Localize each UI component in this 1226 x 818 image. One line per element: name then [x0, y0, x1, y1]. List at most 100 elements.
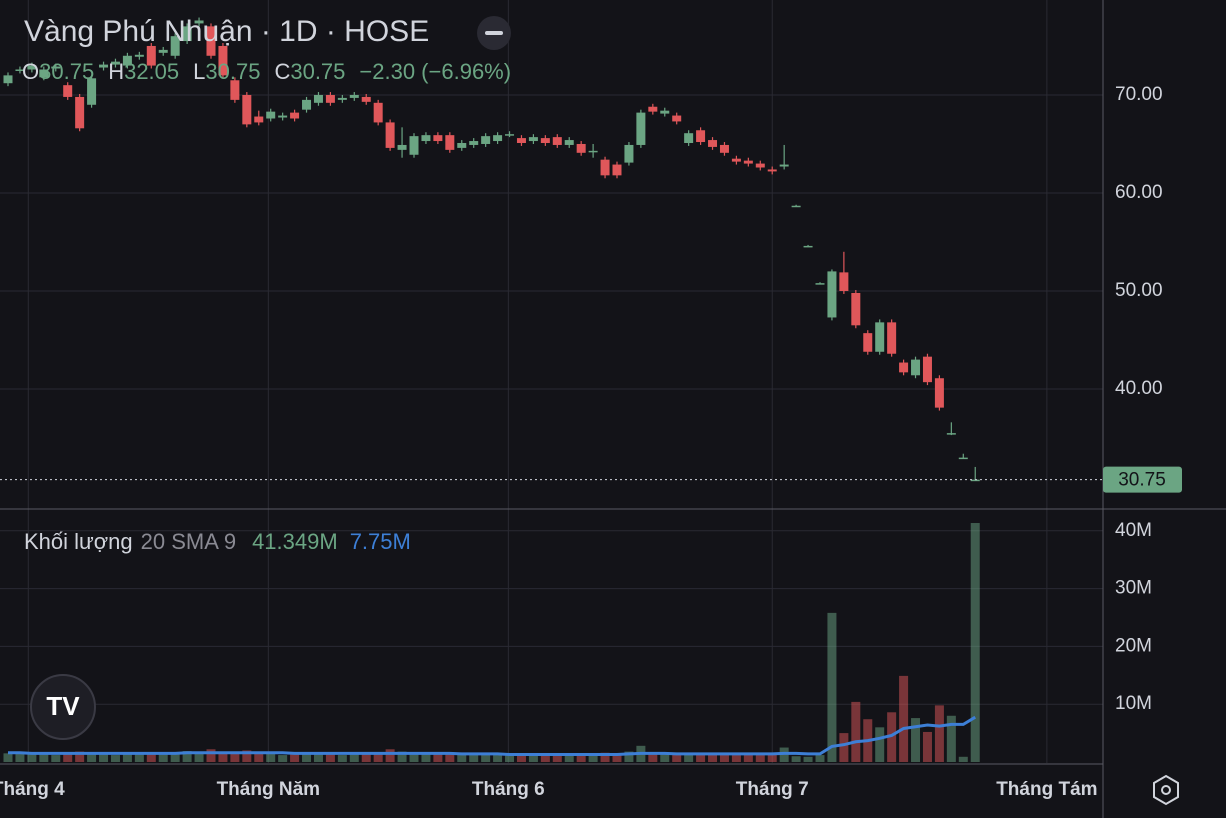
volume-bar	[337, 755, 347, 762]
volume-bar	[827, 612, 837, 762]
candle-body	[385, 122, 395, 148]
volume-bar	[576, 754, 586, 762]
candle-body	[373, 102, 383, 123]
candle-body	[409, 136, 419, 155]
candle-body	[588, 150, 598, 153]
volume-bar	[218, 751, 228, 762]
x-tick-label: Tháng Tám	[996, 779, 1097, 800]
volume-bar	[170, 752, 180, 762]
candle-body	[946, 433, 956, 435]
candle-body	[110, 61, 120, 65]
volume-bar	[99, 754, 109, 762]
price-pane	[3, 17, 980, 482]
candle-body	[755, 163, 765, 168]
settings-icon	[1161, 785, 1171, 795]
volume-bar	[254, 752, 264, 762]
volume-bar	[397, 751, 407, 762]
ohlc-value: 30.75	[205, 59, 260, 84]
ohlc-key: H	[108, 59, 124, 84]
ohlc-value: 32.05	[124, 59, 179, 84]
candle-body	[218, 45, 228, 76]
candle-body	[839, 272, 849, 291]
candle-body	[564, 140, 574, 145]
chart-title: Vàng Phú Nhuận · 1D · HOSE	[24, 15, 429, 48]
volume-bar	[230, 753, 240, 762]
volume-bar	[719, 753, 729, 762]
grid	[0, 0, 1103, 763]
y-tick-label: 60.00	[1115, 182, 1163, 203]
candle-body	[887, 322, 897, 354]
volume-bar	[158, 753, 168, 762]
volume-bar	[731, 755, 741, 762]
candle-body	[433, 135, 443, 142]
volume-bar	[146, 752, 156, 762]
y2-tick-label: 20M	[1115, 635, 1152, 656]
candle-body	[242, 94, 252, 125]
candle-body	[457, 143, 467, 148]
volume-bar	[87, 753, 97, 762]
candle-body	[469, 141, 479, 145]
candle-body	[445, 135, 455, 150]
volume-bar	[122, 754, 132, 762]
candle-body	[75, 96, 85, 129]
volume-bar	[290, 754, 300, 762]
volume-bar	[110, 755, 120, 762]
volume-bar	[409, 753, 419, 762]
volume-bar	[564, 755, 574, 762]
volume-header-text: Khối lượng 20 SMA 9 41.349M 7.75M	[24, 529, 411, 554]
candle-body	[421, 135, 431, 142]
volume-bar	[600, 752, 610, 762]
volume-study: 20 SMA 9	[141, 529, 236, 554]
x-tick-label: Tháng Năm	[217, 779, 320, 800]
volume-bar	[493, 755, 503, 762]
logo[interactable]	[30, 674, 96, 740]
candle-body	[313, 94, 323, 103]
candle-body	[708, 140, 718, 147]
ohlc-header: O30.75 H32.05 L30.75 C30.75 −2.30 (−6.96%)	[22, 59, 511, 84]
ohlc-key: O	[22, 59, 39, 84]
candle-body	[791, 205, 801, 208]
candle-body	[99, 64, 109, 68]
candle-body	[528, 137, 538, 142]
candle-body	[540, 138, 550, 144]
candle-body	[516, 138, 526, 144]
candle-body	[576, 143, 586, 153]
candle-body	[696, 130, 706, 143]
candle-body	[803, 245, 813, 248]
candle-body	[361, 96, 371, 102]
settings-button[interactable]	[1153, 774, 1179, 806]
candle-body	[970, 479, 980, 482]
volume-bar	[887, 712, 897, 762]
ohlc-value: 30.75	[39, 59, 94, 84]
candle-body	[194, 20, 204, 24]
candle-body	[254, 116, 264, 123]
volume-bar	[278, 755, 288, 762]
candle-body	[278, 115, 288, 118]
candle-body	[134, 54, 144, 57]
volume-bar	[922, 731, 932, 762]
x-tick-label: Tháng 7	[736, 779, 809, 800]
candle-body	[290, 112, 300, 119]
candle-body	[934, 378, 944, 408]
volume-bar	[194, 753, 204, 762]
volume-bar	[302, 753, 312, 762]
volume-bar	[15, 753, 25, 762]
candle-body	[779, 164, 789, 167]
volume-bar	[612, 753, 622, 762]
candle-body	[624, 144, 634, 163]
candle-body	[63, 85, 73, 97]
volume-bar	[672, 753, 682, 762]
candle-body	[481, 136, 491, 144]
volume-bar	[946, 715, 956, 762]
candle-body	[397, 144, 407, 150]
y2-tick-label: 30M	[1115, 578, 1152, 599]
candle-body	[719, 144, 729, 153]
candle-body	[743, 160, 753, 164]
ohlc-key: C	[274, 59, 290, 84]
volume-bar	[839, 733, 849, 762]
candle-body	[815, 283, 825, 285]
volume-bar	[433, 753, 443, 762]
volume-bar	[624, 751, 634, 762]
volume-bar	[39, 753, 49, 762]
